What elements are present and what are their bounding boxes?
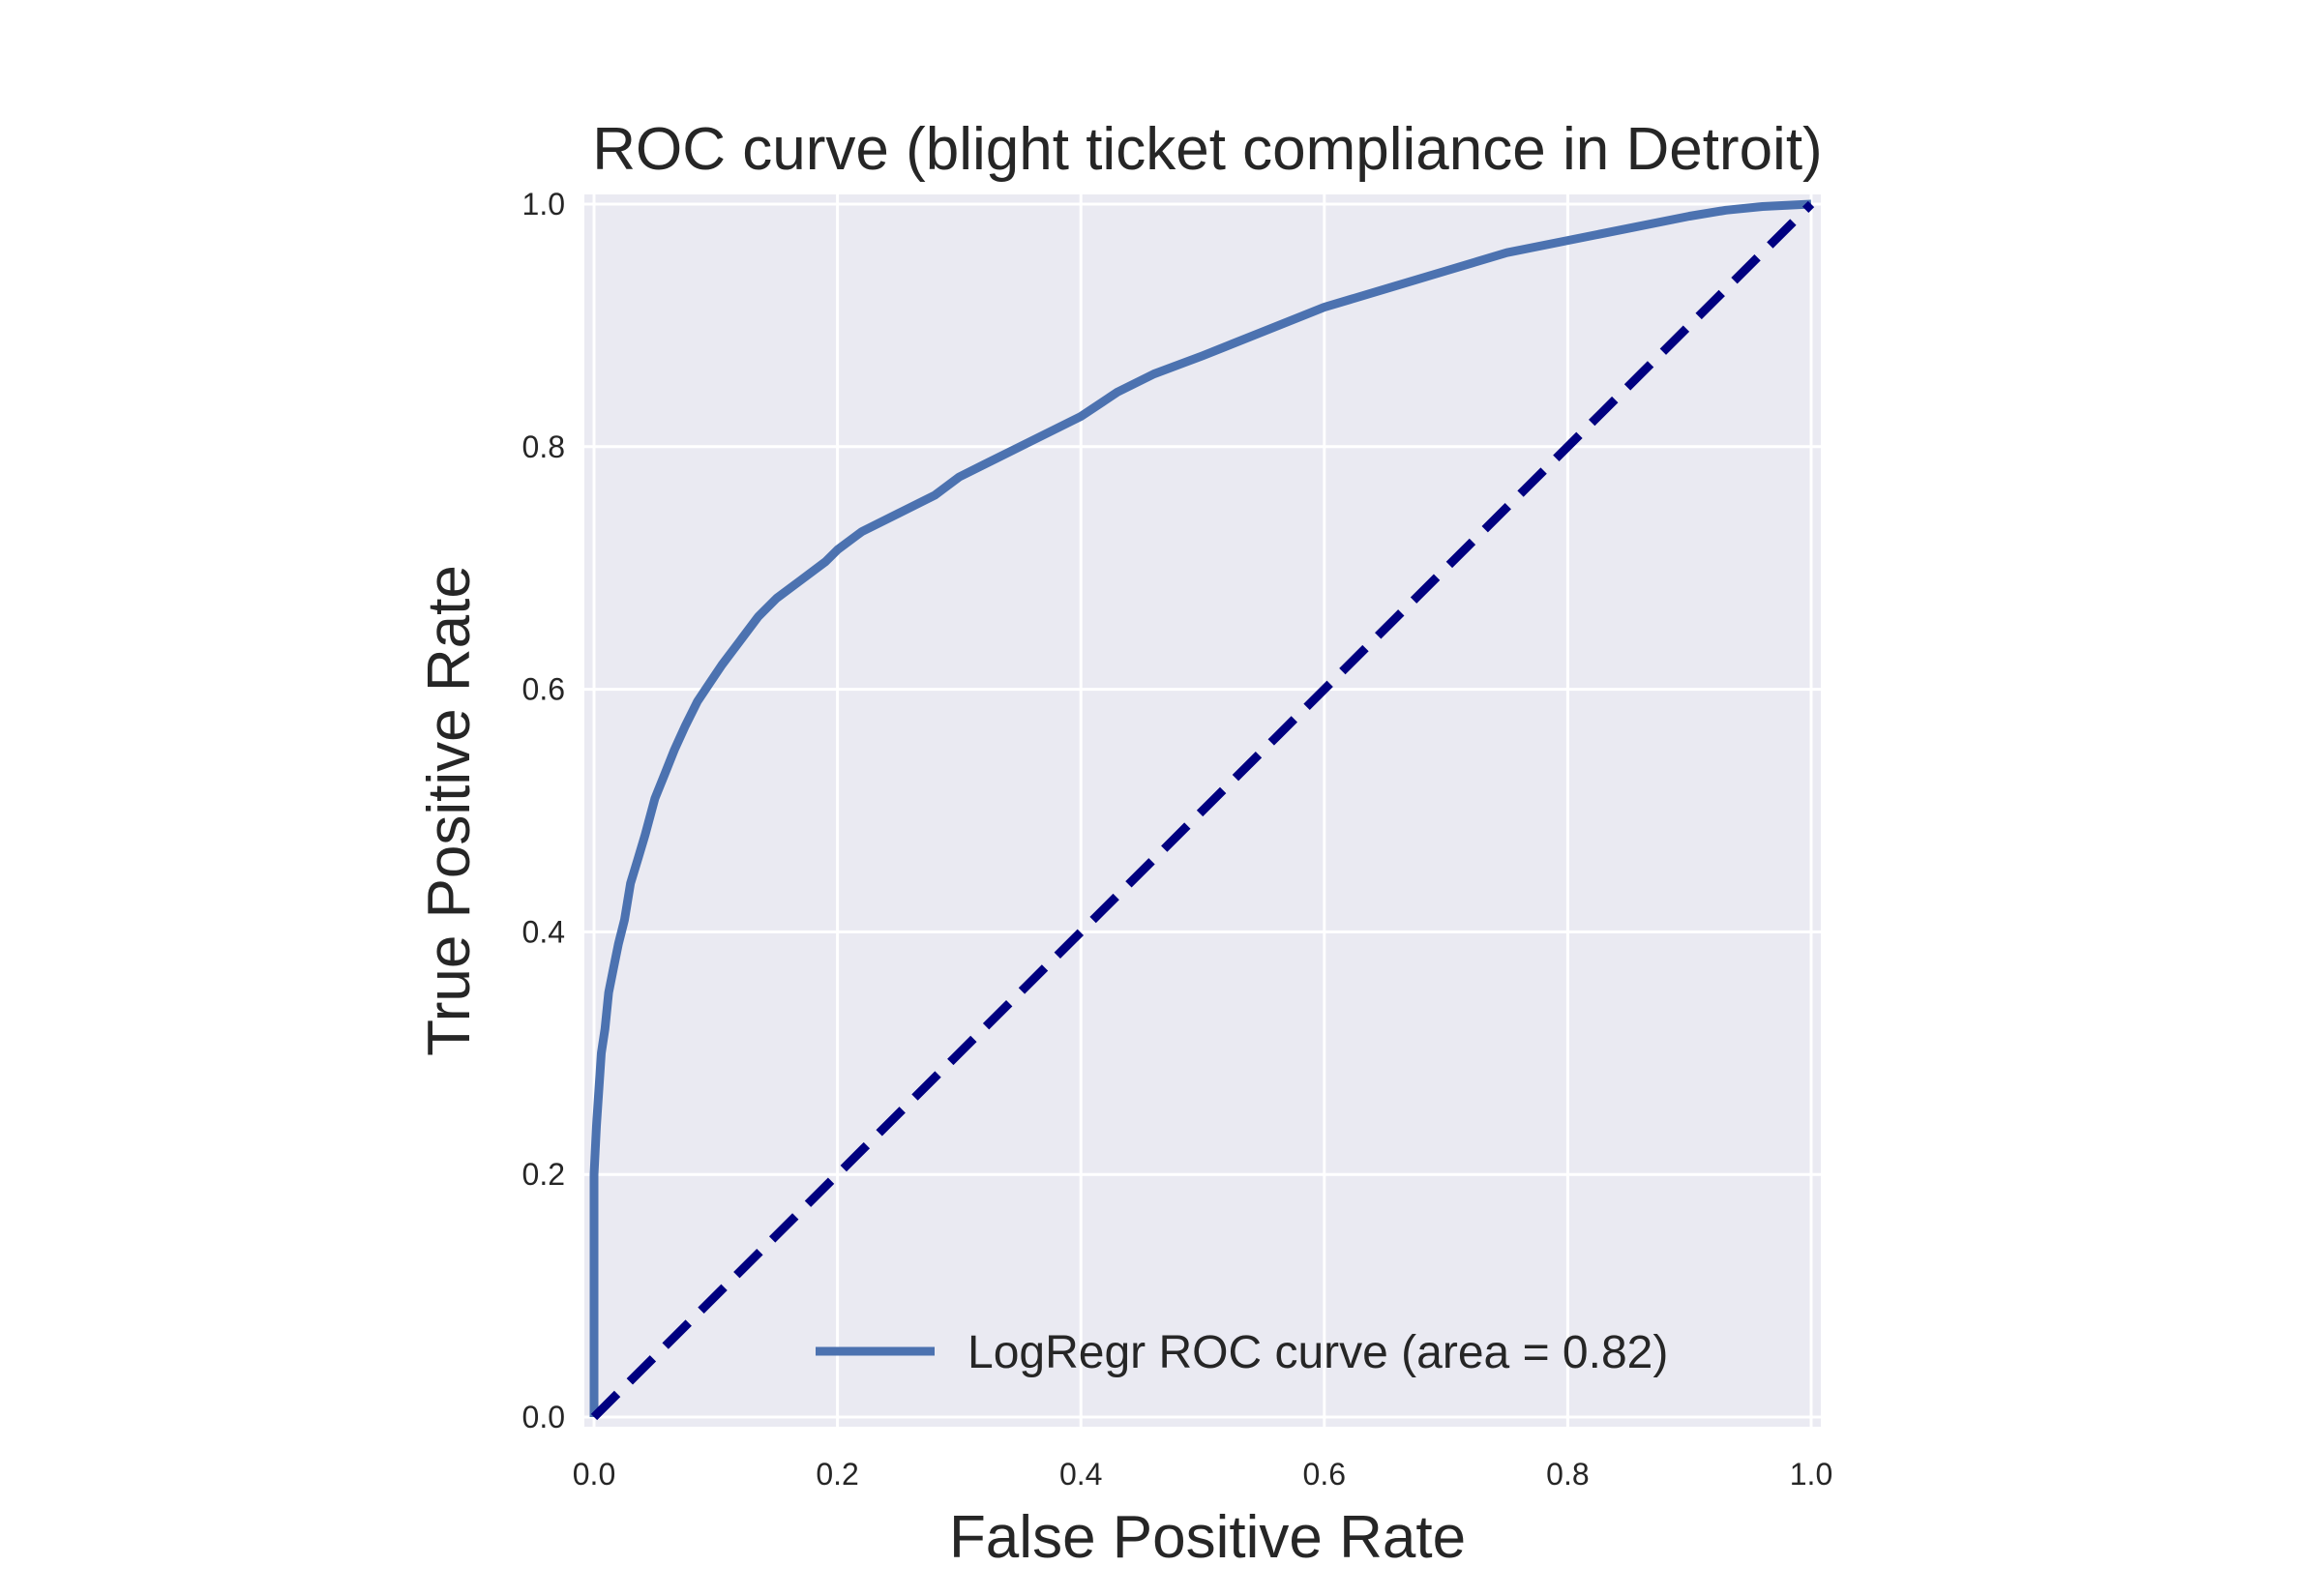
legend-label-logregr: LogRegr ROC curve (area = 0.82) bbox=[968, 1327, 1668, 1378]
legend: LogRegr ROC curve (area = 0.82) bbox=[816, 1327, 1668, 1378]
grid-lines bbox=[584, 194, 1821, 1427]
y-tick-label: 0.8 bbox=[522, 429, 565, 464]
series-layer bbox=[589, 199, 1815, 1421]
chance-diagonal-line bbox=[590, 200, 1815, 1421]
y-tick-label: 0.6 bbox=[522, 672, 565, 707]
tick-labels: 0.0 0.2 0.4 0.6 0.8 1.0 0.0 0.2 0.4 0.6 0.8 1.0 bbox=[522, 187, 1833, 1492]
x-axis-label: False Positive Rate bbox=[949, 1504, 1466, 1571]
roc-curve-line bbox=[589, 199, 1812, 1417]
y-tick-label: 1.0 bbox=[522, 187, 565, 222]
x-tick-label: 0.6 bbox=[1303, 1457, 1346, 1492]
x-tick-label: 0.8 bbox=[1546, 1457, 1589, 1492]
x-tick-label: 0.4 bbox=[1059, 1457, 1102, 1492]
y-tick-label: 0.2 bbox=[522, 1157, 565, 1192]
y-tick-label: 0.4 bbox=[522, 914, 565, 949]
y-tick-label: 0.0 bbox=[522, 1400, 565, 1434]
chart-title: ROC curve (blight ticket compliance in D… bbox=[592, 116, 1822, 183]
x-tick-label: 0.0 bbox=[573, 1457, 615, 1492]
y-axis-label: True Positive Rate bbox=[416, 565, 483, 1056]
x-tick-label: 1.0 bbox=[1790, 1457, 1832, 1492]
x-tick-label: 0.2 bbox=[816, 1457, 858, 1492]
